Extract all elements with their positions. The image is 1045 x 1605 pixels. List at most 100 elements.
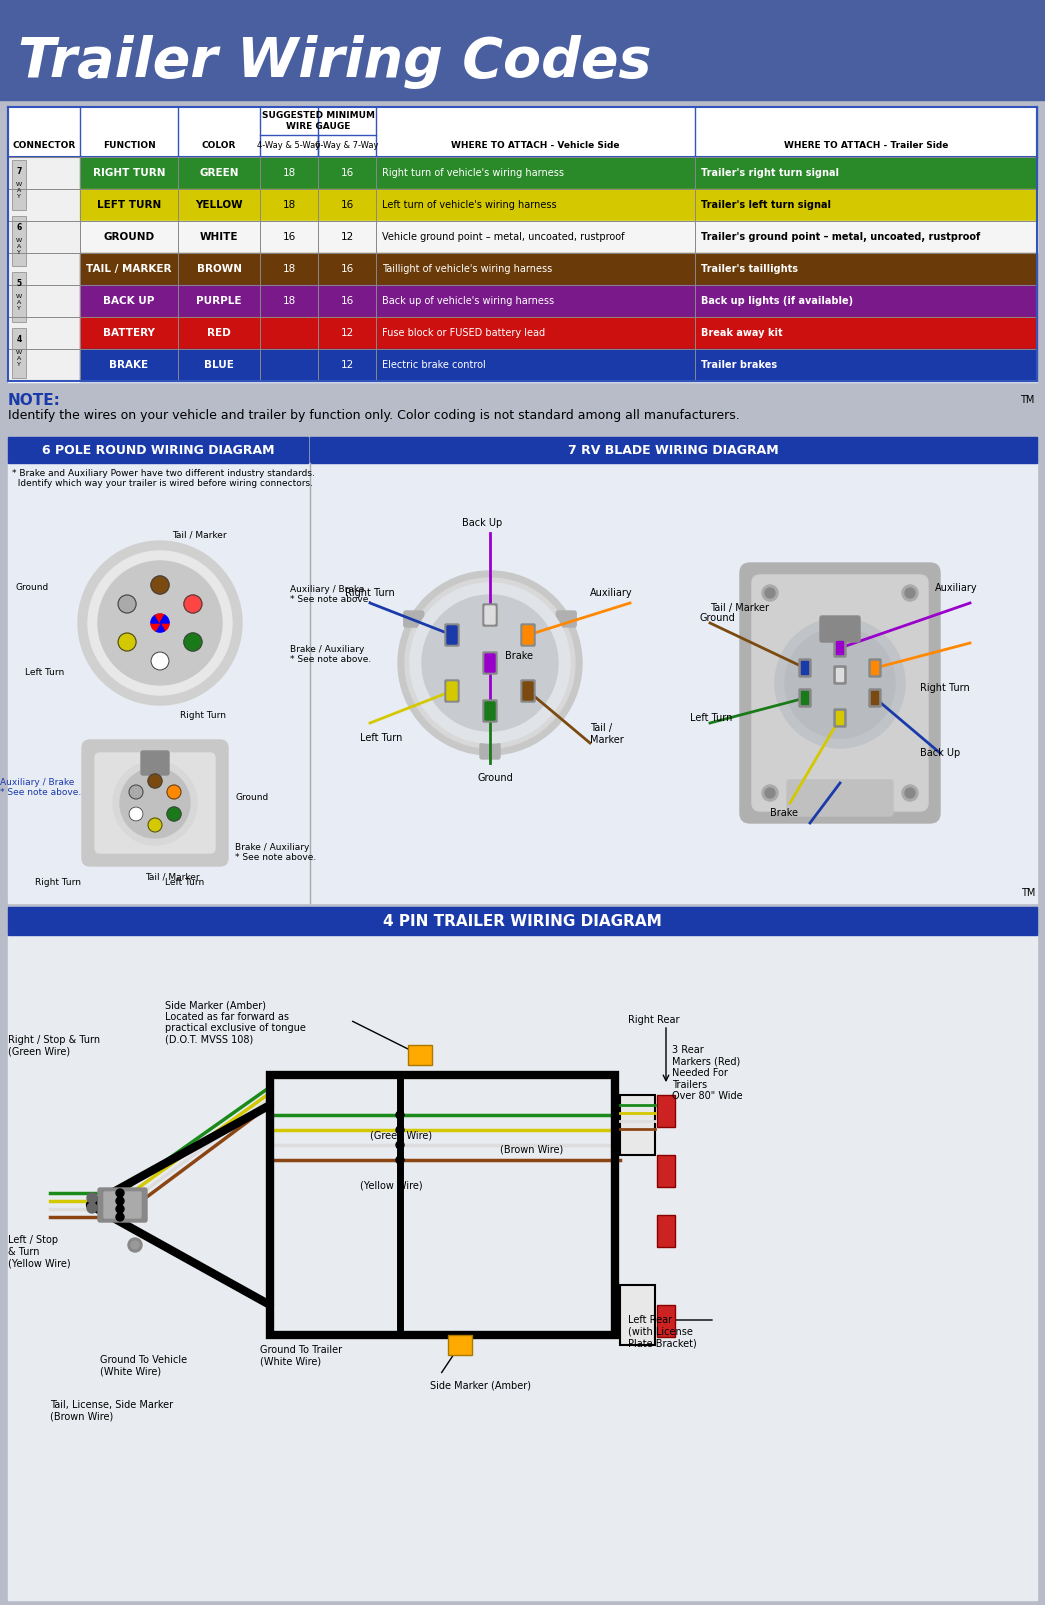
Circle shape xyxy=(396,1127,404,1135)
Wedge shape xyxy=(150,623,160,631)
Bar xyxy=(657,1215,675,1247)
Circle shape xyxy=(116,1205,124,1213)
Text: Ground To Trailer
(White Wire): Ground To Trailer (White Wire) xyxy=(260,1345,342,1366)
Bar xyxy=(657,1305,675,1337)
FancyBboxPatch shape xyxy=(834,709,846,727)
Text: 18: 18 xyxy=(282,201,296,210)
Text: Left Turn: Left Turn xyxy=(690,713,733,722)
Ellipse shape xyxy=(78,541,242,705)
Circle shape xyxy=(905,587,915,599)
Circle shape xyxy=(184,632,202,652)
FancyBboxPatch shape xyxy=(480,743,500,759)
FancyBboxPatch shape xyxy=(752,575,928,811)
Text: 5: 5 xyxy=(17,279,22,287)
Text: Break away kit: Break away kit xyxy=(701,327,783,339)
Text: WHERE TO ATTACH - Trailer Side: WHERE TO ATTACH - Trailer Side xyxy=(784,141,948,149)
Bar xyxy=(11,327,26,379)
Wedge shape xyxy=(160,615,169,623)
Circle shape xyxy=(87,1193,97,1204)
Text: 12: 12 xyxy=(341,233,353,242)
Bar xyxy=(8,936,1037,1600)
Text: Right turn of vehicle's wiring harness: Right turn of vehicle's wiring harness xyxy=(382,169,564,178)
Circle shape xyxy=(902,584,918,600)
Bar xyxy=(8,437,308,462)
Text: RED: RED xyxy=(207,327,231,339)
Circle shape xyxy=(905,788,915,798)
Circle shape xyxy=(116,1189,124,1197)
FancyBboxPatch shape xyxy=(521,624,535,645)
Ellipse shape xyxy=(98,562,222,685)
Text: Trailer's taillights: Trailer's taillights xyxy=(701,263,798,274)
Bar xyxy=(8,108,1037,382)
Text: W
A
Y: W A Y xyxy=(16,183,22,199)
Text: Ground To Vehicle
(White Wire): Ground To Vehicle (White Wire) xyxy=(100,1355,187,1377)
Wedge shape xyxy=(156,623,164,632)
Text: Right Turn: Right Turn xyxy=(180,711,226,721)
Text: Brake / Auxiliary
* See note above.: Brake / Auxiliary * See note above. xyxy=(291,645,371,664)
Text: 4-Way & 5-Way: 4-Way & 5-Way xyxy=(257,141,321,151)
Circle shape xyxy=(167,785,181,799)
Text: Left Turn: Left Turn xyxy=(165,878,204,888)
Bar xyxy=(620,1286,655,1345)
Circle shape xyxy=(118,632,136,652)
Text: Trailer Wiring Codes: Trailer Wiring Codes xyxy=(18,35,651,88)
Circle shape xyxy=(762,584,777,600)
Bar xyxy=(657,1095,675,1127)
Text: Tail / Marker: Tail / Marker xyxy=(172,531,227,539)
Text: Ground: Ground xyxy=(478,774,514,783)
Text: Side Marker (Amber)
Located as far forward as
practical exclusive of tongue
(D.O: Side Marker (Amber) Located as far forwa… xyxy=(165,1000,306,1045)
Text: W
A
Y: W A Y xyxy=(16,238,22,255)
Text: Back Up: Back Up xyxy=(920,748,960,758)
Text: Right Turn: Right Turn xyxy=(345,587,395,599)
Text: Left / Stop
& Turn
(Yellow Wire): Left / Stop & Turn (Yellow Wire) xyxy=(8,1234,71,1268)
FancyBboxPatch shape xyxy=(522,626,533,644)
Text: 18: 18 xyxy=(282,263,296,274)
FancyBboxPatch shape xyxy=(445,681,459,701)
FancyBboxPatch shape xyxy=(403,612,424,628)
FancyBboxPatch shape xyxy=(483,652,497,674)
Text: BROWN: BROWN xyxy=(196,263,241,274)
FancyBboxPatch shape xyxy=(836,642,843,655)
Bar xyxy=(80,189,1037,221)
Circle shape xyxy=(775,618,905,748)
Text: PURPLE: PURPLE xyxy=(196,295,241,307)
Text: TAIL / MARKER: TAIL / MARKER xyxy=(87,263,171,274)
Text: 16: 16 xyxy=(341,295,353,307)
Text: 12: 12 xyxy=(341,327,353,339)
Text: Trailer brakes: Trailer brakes xyxy=(701,360,777,371)
Text: TM: TM xyxy=(1020,395,1034,404)
Text: 16: 16 xyxy=(341,169,353,178)
Text: Auxiliary: Auxiliary xyxy=(590,587,632,599)
Circle shape xyxy=(396,1141,404,1149)
FancyBboxPatch shape xyxy=(445,624,459,645)
Text: Auxiliary / Brake
* See note above.: Auxiliary / Brake * See note above. xyxy=(0,778,82,798)
Wedge shape xyxy=(156,615,164,623)
Circle shape xyxy=(150,576,169,594)
Text: Brake: Brake xyxy=(505,652,533,661)
FancyBboxPatch shape xyxy=(872,692,879,705)
Text: * Brake and Auxiliary Power have two different industry standards.
  Identify wh: * Brake and Auxiliary Power have two dif… xyxy=(11,469,315,488)
Bar xyxy=(0,0,1045,100)
Text: BLUE: BLUE xyxy=(204,360,234,371)
Text: (Yellow Wire): (Yellow Wire) xyxy=(359,1180,422,1189)
Text: TM: TM xyxy=(1021,888,1035,899)
Text: Brake / Auxiliary
* See note above.: Brake / Auxiliary * See note above. xyxy=(235,843,317,862)
FancyBboxPatch shape xyxy=(872,661,879,674)
Text: 7 RV BLADE WIRING DIAGRAM: 7 RV BLADE WIRING DIAGRAM xyxy=(568,443,779,456)
FancyBboxPatch shape xyxy=(521,681,535,701)
FancyBboxPatch shape xyxy=(787,780,893,815)
Text: 3 Rear
Markers (Red)
Needed For
Trailers
Over 80" Wide: 3 Rear Markers (Red) Needed For Trailers… xyxy=(672,1045,743,1101)
Text: Back Up: Back Up xyxy=(462,518,503,528)
Circle shape xyxy=(87,1204,97,1213)
Text: 16: 16 xyxy=(341,201,353,210)
Text: Ground: Ground xyxy=(700,613,736,623)
Text: YELLOW: YELLOW xyxy=(195,201,242,210)
Bar xyxy=(80,286,1037,318)
Text: BACK UP: BACK UP xyxy=(103,295,155,307)
FancyBboxPatch shape xyxy=(834,639,846,656)
FancyBboxPatch shape xyxy=(834,666,846,684)
Bar xyxy=(310,437,1037,462)
Text: Vehicle ground point – metal, uncoated, rustproof: Vehicle ground point – metal, uncoated, … xyxy=(382,233,625,242)
Text: Right / Stop & Turn
(Green Wire): Right / Stop & Turn (Green Wire) xyxy=(8,1035,100,1056)
Text: Right Rear: Right Rear xyxy=(628,1014,679,1026)
